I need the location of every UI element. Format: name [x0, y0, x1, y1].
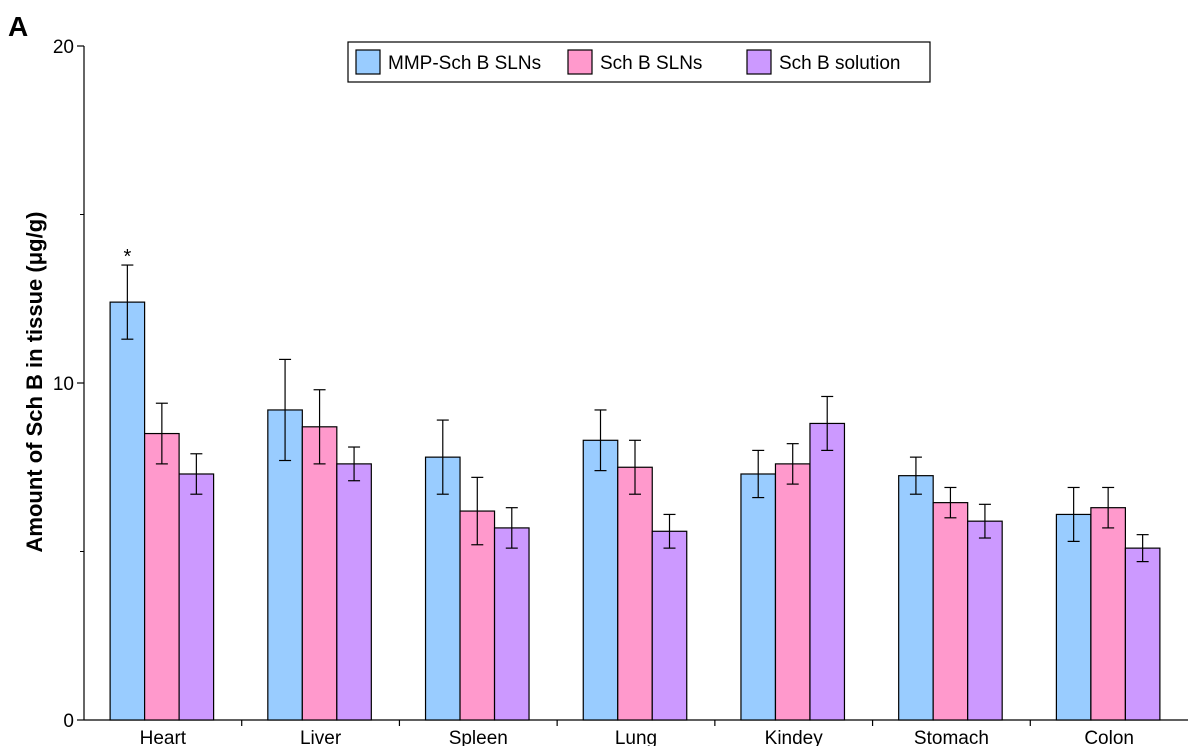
bar: [740, 473, 777, 721]
legend-label: Sch B solution: [779, 53, 900, 74]
plot-area: 0 10 20 Heart Liver Spleen Lung Kindey Stomach Co…: [53, 37, 1188, 749]
x-tick-label: Colon: [1084, 728, 1134, 746]
bar: [967, 520, 1003, 721]
y-tick-label: 0: [63, 711, 74, 732]
bar: [301, 426, 338, 721]
x-tick-label: Stomach: [914, 728, 989, 746]
bar: [267, 409, 303, 721]
bar: [617, 466, 653, 721]
x-tick-label: Heart: [140, 728, 187, 746]
legend-box: [347, 41, 931, 83]
bar: [178, 473, 215, 721]
bar: [424, 456, 461, 721]
legend-label: Sch B SLNs: [600, 53, 702, 74]
x-tick-label: Liver: [300, 728, 342, 746]
bar: [109, 301, 146, 721]
bar: [932, 502, 969, 721]
bar: [493, 527, 530, 721]
legend-swatch: [746, 49, 772, 75]
bar: [809, 422, 846, 721]
panel-label: A: [8, 11, 28, 42]
bar: [774, 463, 811, 721]
bar: [582, 439, 619, 721]
bar: [651, 530, 688, 721]
y-tick-label: 10: [53, 374, 74, 395]
bar: [144, 432, 180, 721]
bar: [1124, 547, 1161, 721]
y-axis-label: Amount of Sch B in tissue (μg/g): [22, 212, 47, 553]
legend-swatch: [567, 49, 593, 75]
bar: [898, 475, 934, 721]
x-tick-label: Lung: [615, 728, 657, 746]
legend: MMP-Sch B SLNs Sch B SLNs Sch B solution: [347, 41, 931, 83]
x-tick-label: Spleen: [449, 728, 508, 746]
legend-label: MMP-Sch B SLNs: [388, 53, 541, 74]
x-tick-label: Kindey: [765, 728, 824, 746]
legend-swatch: [355, 49, 381, 75]
bar: [1055, 513, 1092, 721]
y-tick-label: 20: [53, 37, 74, 58]
significance-marker: *: [123, 246, 131, 268]
bar: [1090, 507, 1126, 721]
bar: [336, 463, 372, 721]
